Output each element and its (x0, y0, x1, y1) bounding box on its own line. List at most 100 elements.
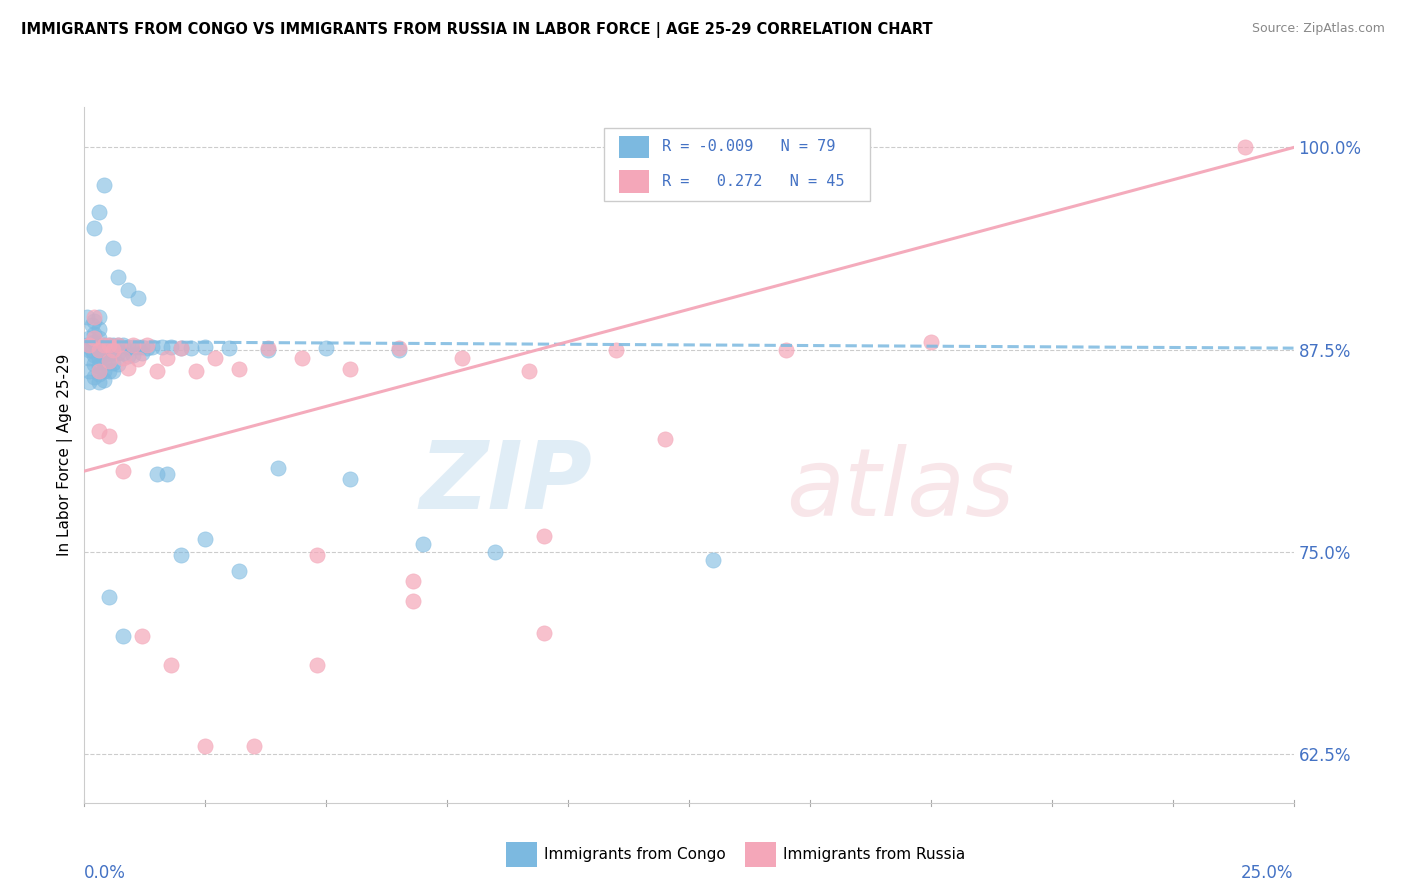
Point (87, 343, 110, 357)
Text: R = -0.009   N = 79: R = -0.009 N = 79 (662, 139, 835, 154)
Point (146, 364, 169, 378)
Point (87, 364, 110, 378)
Point (83, 357, 105, 371)
Point (180, 341, 202, 355)
Point (107, 357, 129, 371)
Point (103, 338, 125, 352)
Point (388, 343, 411, 357)
Point (1234, 140, 1257, 154)
Point (170, 341, 193, 355)
Point (97, 364, 120, 378)
Point (184, 364, 207, 378)
Point (97, 346, 120, 360)
Point (93, 338, 115, 352)
Point (160, 658, 183, 673)
Point (103, 364, 125, 378)
Point (93, 364, 115, 378)
Point (257, 341, 280, 355)
Point (775, 343, 797, 357)
Point (93, 338, 115, 352)
Point (87, 424, 110, 438)
Point (112, 351, 135, 365)
Point (150, 339, 173, 353)
Point (517, 364, 540, 378)
Point (103, 346, 125, 360)
Point (77, 331, 100, 345)
Point (194, 339, 217, 353)
Point (97, 338, 120, 352)
Point (83, 334, 105, 349)
Bar (619, 170, 650, 193)
Point (107, 338, 129, 352)
Point (97, 354, 120, 368)
Point (76, 310, 98, 325)
Point (131, 339, 153, 353)
Point (77, 338, 100, 352)
Point (107, 338, 129, 352)
Point (97, 591, 120, 605)
Point (103, 241, 125, 255)
Point (654, 432, 676, 446)
Point (93, 348, 115, 362)
Point (291, 351, 314, 365)
Point (87, 331, 110, 345)
Point (93, 374, 115, 388)
Point (484, 545, 506, 559)
Text: Source: ZipAtlas.com: Source: ZipAtlas.com (1251, 22, 1385, 36)
Bar (605, 128, 870, 201)
Point (920, 334, 942, 349)
Bar (619, 136, 650, 158)
Point (267, 461, 290, 475)
Point (702, 553, 724, 567)
Point (136, 341, 159, 355)
Point (77, 351, 100, 365)
Point (450, 351, 472, 365)
Text: Immigrants from Congo: Immigrants from Congo (544, 847, 725, 862)
Point (170, 341, 193, 355)
Point (121, 348, 143, 362)
Point (170, 548, 193, 562)
Point (131, 346, 153, 360)
Point (93, 178, 115, 192)
Text: 25.0%: 25.0% (1241, 864, 1294, 882)
Point (228, 565, 250, 579)
Point (155, 467, 177, 482)
Text: IMMIGRANTS FROM CONGO VS IMMIGRANTS FROM RUSSIA IN LABOR FORCE | AGE 25-29 CORRE: IMMIGRANTS FROM CONGO VS IMMIGRANTS FROM… (21, 22, 932, 38)
Point (228, 362, 250, 376)
Point (80, 343, 103, 357)
Text: atlas: atlas (786, 444, 1014, 535)
Point (155, 351, 177, 365)
Point (117, 283, 139, 297)
Point (533, 529, 555, 543)
Point (117, 349, 139, 363)
Point (136, 338, 159, 352)
Point (388, 341, 411, 355)
Point (533, 626, 555, 640)
Point (402, 574, 425, 588)
Point (242, 739, 264, 754)
Point (97, 428, 120, 442)
Point (204, 351, 226, 365)
Point (107, 269, 129, 284)
Point (117, 339, 139, 353)
Point (412, 537, 434, 551)
Point (83, 326, 105, 341)
Point (127, 352, 149, 367)
Point (77, 343, 100, 357)
Point (103, 343, 125, 357)
Point (83, 310, 105, 325)
Point (112, 346, 135, 360)
Point (83, 331, 105, 345)
Point (87, 310, 110, 325)
Point (77, 375, 100, 389)
Point (87, 322, 110, 336)
Point (97, 338, 120, 352)
Point (339, 362, 361, 376)
Text: Immigrants from Russia: Immigrants from Russia (783, 847, 966, 862)
Point (127, 339, 149, 353)
Point (112, 338, 135, 352)
Point (605, 343, 627, 357)
Point (107, 346, 129, 360)
Point (87, 375, 110, 389)
Point (83, 348, 105, 362)
